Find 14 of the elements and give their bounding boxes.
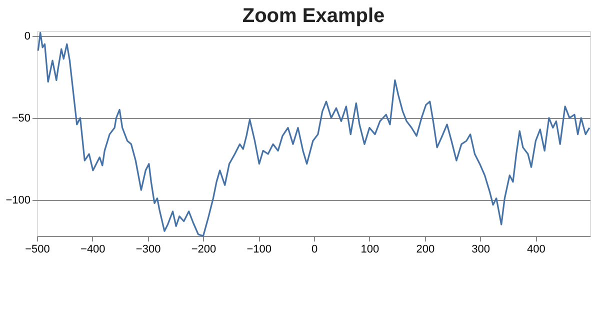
x-tick-label: −400 [80, 244, 106, 256]
x-tick-label: 300 [472, 244, 490, 256]
chart-title: Zoom Example [242, 4, 385, 27]
x-tick-label: −100 [246, 244, 272, 256]
y-tick-label: 0 [24, 30, 30, 42]
x-tick-label: −500 [25, 244, 50, 256]
y-tick-label: −50 [12, 112, 30, 124]
x-tick-label: −200 [191, 244, 216, 256]
x-tick-label: 200 [416, 244, 435, 256]
y-tick-label: −100 [6, 194, 30, 206]
x-tick-label: 400 [527, 244, 546, 256]
x-tick-label: 0 [311, 244, 318, 256]
x-tick-label: −300 [136, 244, 161, 256]
x-tick-label: 100 [360, 244, 380, 256]
